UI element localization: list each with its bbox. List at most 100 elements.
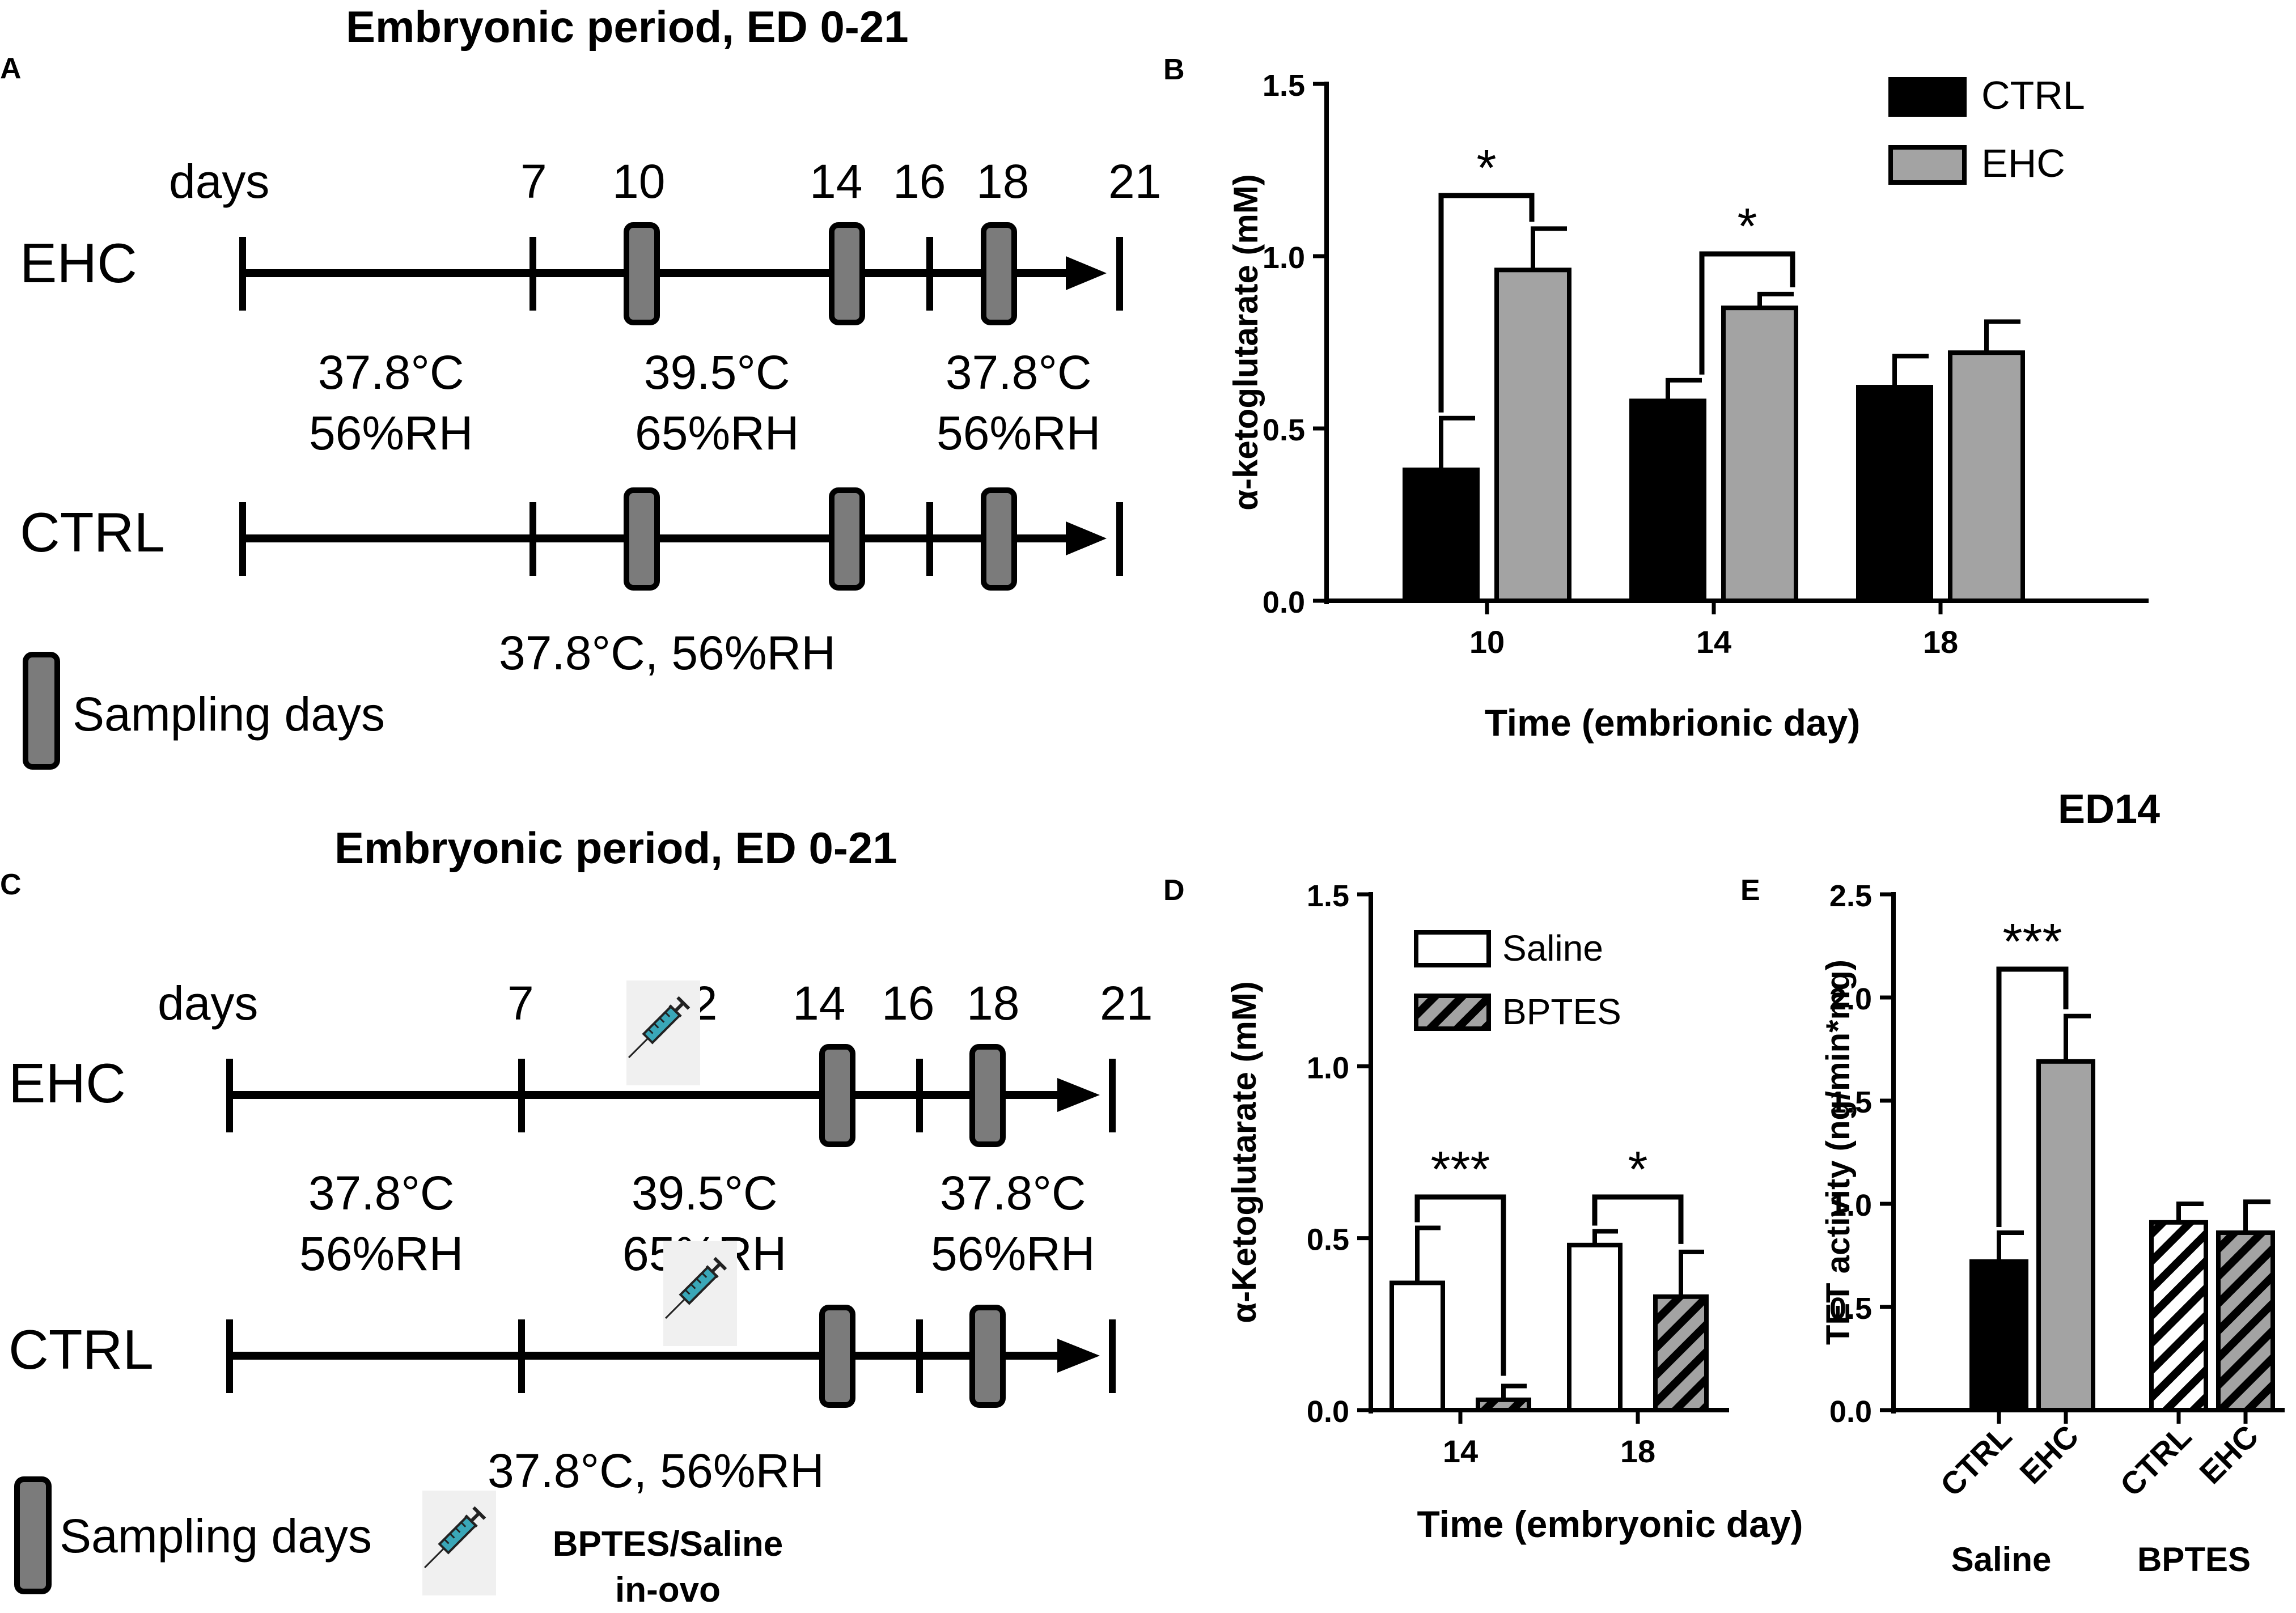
y-tick-label: 2.0	[1829, 982, 1872, 1016]
significance-bracket	[1438, 193, 1535, 413]
bar	[2149, 1220, 2208, 1412]
day-number: 21	[1108, 155, 1162, 208]
y-tick-label: 0.5	[1307, 1223, 1349, 1257]
timeline-arrowhead	[1057, 1078, 1100, 1112]
y-tick-label: 1.5	[1263, 69, 1305, 103]
injection-legend-line: in-ovo	[615, 1570, 721, 1610]
legend-swatch	[1888, 145, 1967, 185]
legend-label: Saline	[1502, 928, 1603, 969]
day-number: 10	[612, 155, 666, 208]
sampling-day-marker-icon	[981, 487, 1017, 591]
condition-block: 37.8°C 56%RH	[299, 1163, 463, 1284]
legend-label: BPTES	[1502, 991, 1621, 1032]
x-tick-label: 18	[1923, 624, 1958, 660]
bar	[1721, 305, 1798, 603]
condition-rh: 56%RH	[931, 1226, 1095, 1280]
day-number: 18	[976, 155, 1030, 208]
day-number: 21	[1100, 977, 1153, 1030]
timeline-arrowhead	[1066, 256, 1107, 290]
significance-marker: *	[1737, 198, 1757, 255]
legend-label: CTRL	[1981, 73, 2085, 117]
y-tick-label: 1.0	[1829, 1188, 1872, 1223]
group-label: BPTES	[2137, 1540, 2251, 1578]
y-tick-label: 0.0	[1307, 1395, 1349, 1429]
sampling-day-marker-icon	[819, 1305, 855, 1408]
condition-rh: 65%RH	[635, 406, 799, 460]
significance-marker: ***	[2002, 914, 2062, 970]
bar-label: CTRL	[2113, 1418, 2198, 1503]
significance-bracket	[1996, 966, 2069, 1227]
bar	[1969, 1259, 2028, 1412]
condition-temp: 37.8°C	[317, 346, 464, 399]
bar	[2216, 1230, 2275, 1412]
bar	[1494, 268, 1571, 603]
day-number: 14	[810, 155, 863, 208]
group-label-ehc: EHC	[9, 1052, 126, 1114]
ctrl-condition: 37.8°C, 56%RH	[499, 626, 836, 680]
y-tick-label: 1.5	[1829, 1085, 1872, 1119]
days-label: days	[169, 155, 270, 208]
y-tick-label: 1.5	[1307, 879, 1349, 913]
condition-block: 37.8°C 56%RH	[309, 342, 473, 463]
x-tick-label: 14	[1696, 624, 1731, 660]
sampling-legend-label: Sampling days	[73, 687, 385, 741]
panel-letter: B	[1163, 53, 1185, 86]
group-label-ehc: EHC	[20, 232, 137, 294]
bar	[1629, 398, 1706, 603]
condition-rh: 56%RH	[309, 406, 473, 460]
panel-letter: D	[1163, 874, 1185, 907]
day-number: 18	[967, 977, 1020, 1030]
x-axis-label: Time (embryonic day)	[1417, 1503, 1803, 1545]
y-tick-label: 0.0	[1263, 585, 1305, 619]
significance-marker: *	[1628, 1141, 1647, 1198]
condition-temp: 37.8°C	[945, 346, 1092, 399]
bar	[1476, 1397, 1531, 1413]
condition-block: 37.8°C 56%RH	[937, 342, 1100, 463]
sampling-day-marker-icon	[981, 222, 1017, 325]
panel-a-title: Embryonic period, ED 0-21	[346, 2, 909, 52]
bar	[1653, 1294, 1709, 1413]
sampling-day-marker-icon	[624, 222, 660, 325]
x-tick-label: 14	[1443, 1433, 1478, 1469]
significance-marker: *	[1476, 140, 1496, 197]
panel-c-letter: C	[0, 868, 22, 901]
condition-temp: 39.5°C	[631, 1166, 778, 1220]
sampling-day-marker-icon	[969, 1044, 1006, 1147]
sampling-day-marker-icon	[23, 652, 60, 770]
y-tick-label: 1.0	[1307, 1051, 1349, 1085]
y-tick-label: 2.5	[1829, 879, 1872, 913]
y-tick-label: 0.0	[1829, 1395, 1872, 1429]
legend-swatch	[1414, 930, 1491, 967]
group-label-ctrl: CTRL	[9, 1318, 154, 1381]
significance-bracket	[1414, 1194, 1506, 1376]
day-number: 16	[893, 155, 946, 208]
sampling-legend-label: Sampling days	[60, 1509, 372, 1563]
significance-bracket	[1699, 251, 1795, 375]
y-tick-label: 0.5	[1829, 1292, 1872, 1326]
panel-a-letter: A	[0, 52, 22, 85]
bar	[1403, 467, 1480, 604]
chart-title: ED14	[2058, 787, 2160, 832]
significance-bracket	[1592, 1194, 1684, 1244]
injection-legend-label: BPTES/Saline in-ovo	[520, 1522, 815, 1613]
x-tick-label: 18	[1620, 1433, 1655, 1469]
days-label: days	[158, 977, 259, 1030]
condition-block: 37.8°C 56%RH	[931, 1163, 1095, 1284]
y-axis-label: TET activity (ng/min*mg)	[1820, 960, 1857, 1345]
day-number: 7	[520, 155, 547, 208]
x-axis-label: Time (embrionic day)	[1485, 702, 1861, 744]
x-tick-label: 10	[1469, 624, 1505, 660]
bar	[1390, 1280, 1445, 1413]
condition-temp: 37.8°C	[939, 1166, 1086, 1220]
injection-legend-line: BPTES/Saline	[552, 1525, 783, 1564]
bar	[1567, 1242, 1623, 1413]
day-number: 16	[882, 977, 935, 1030]
condition-block: 39.5°C 65%RH	[635, 342, 799, 463]
sampling-day-marker-icon	[624, 487, 660, 591]
significance-marker: ***	[1430, 1141, 1490, 1198]
panel-c-title: Embryonic period, ED 0-21	[334, 823, 897, 873]
legend-label: EHC	[1981, 141, 2065, 185]
condition-temp: 37.8°C	[308, 1166, 455, 1220]
